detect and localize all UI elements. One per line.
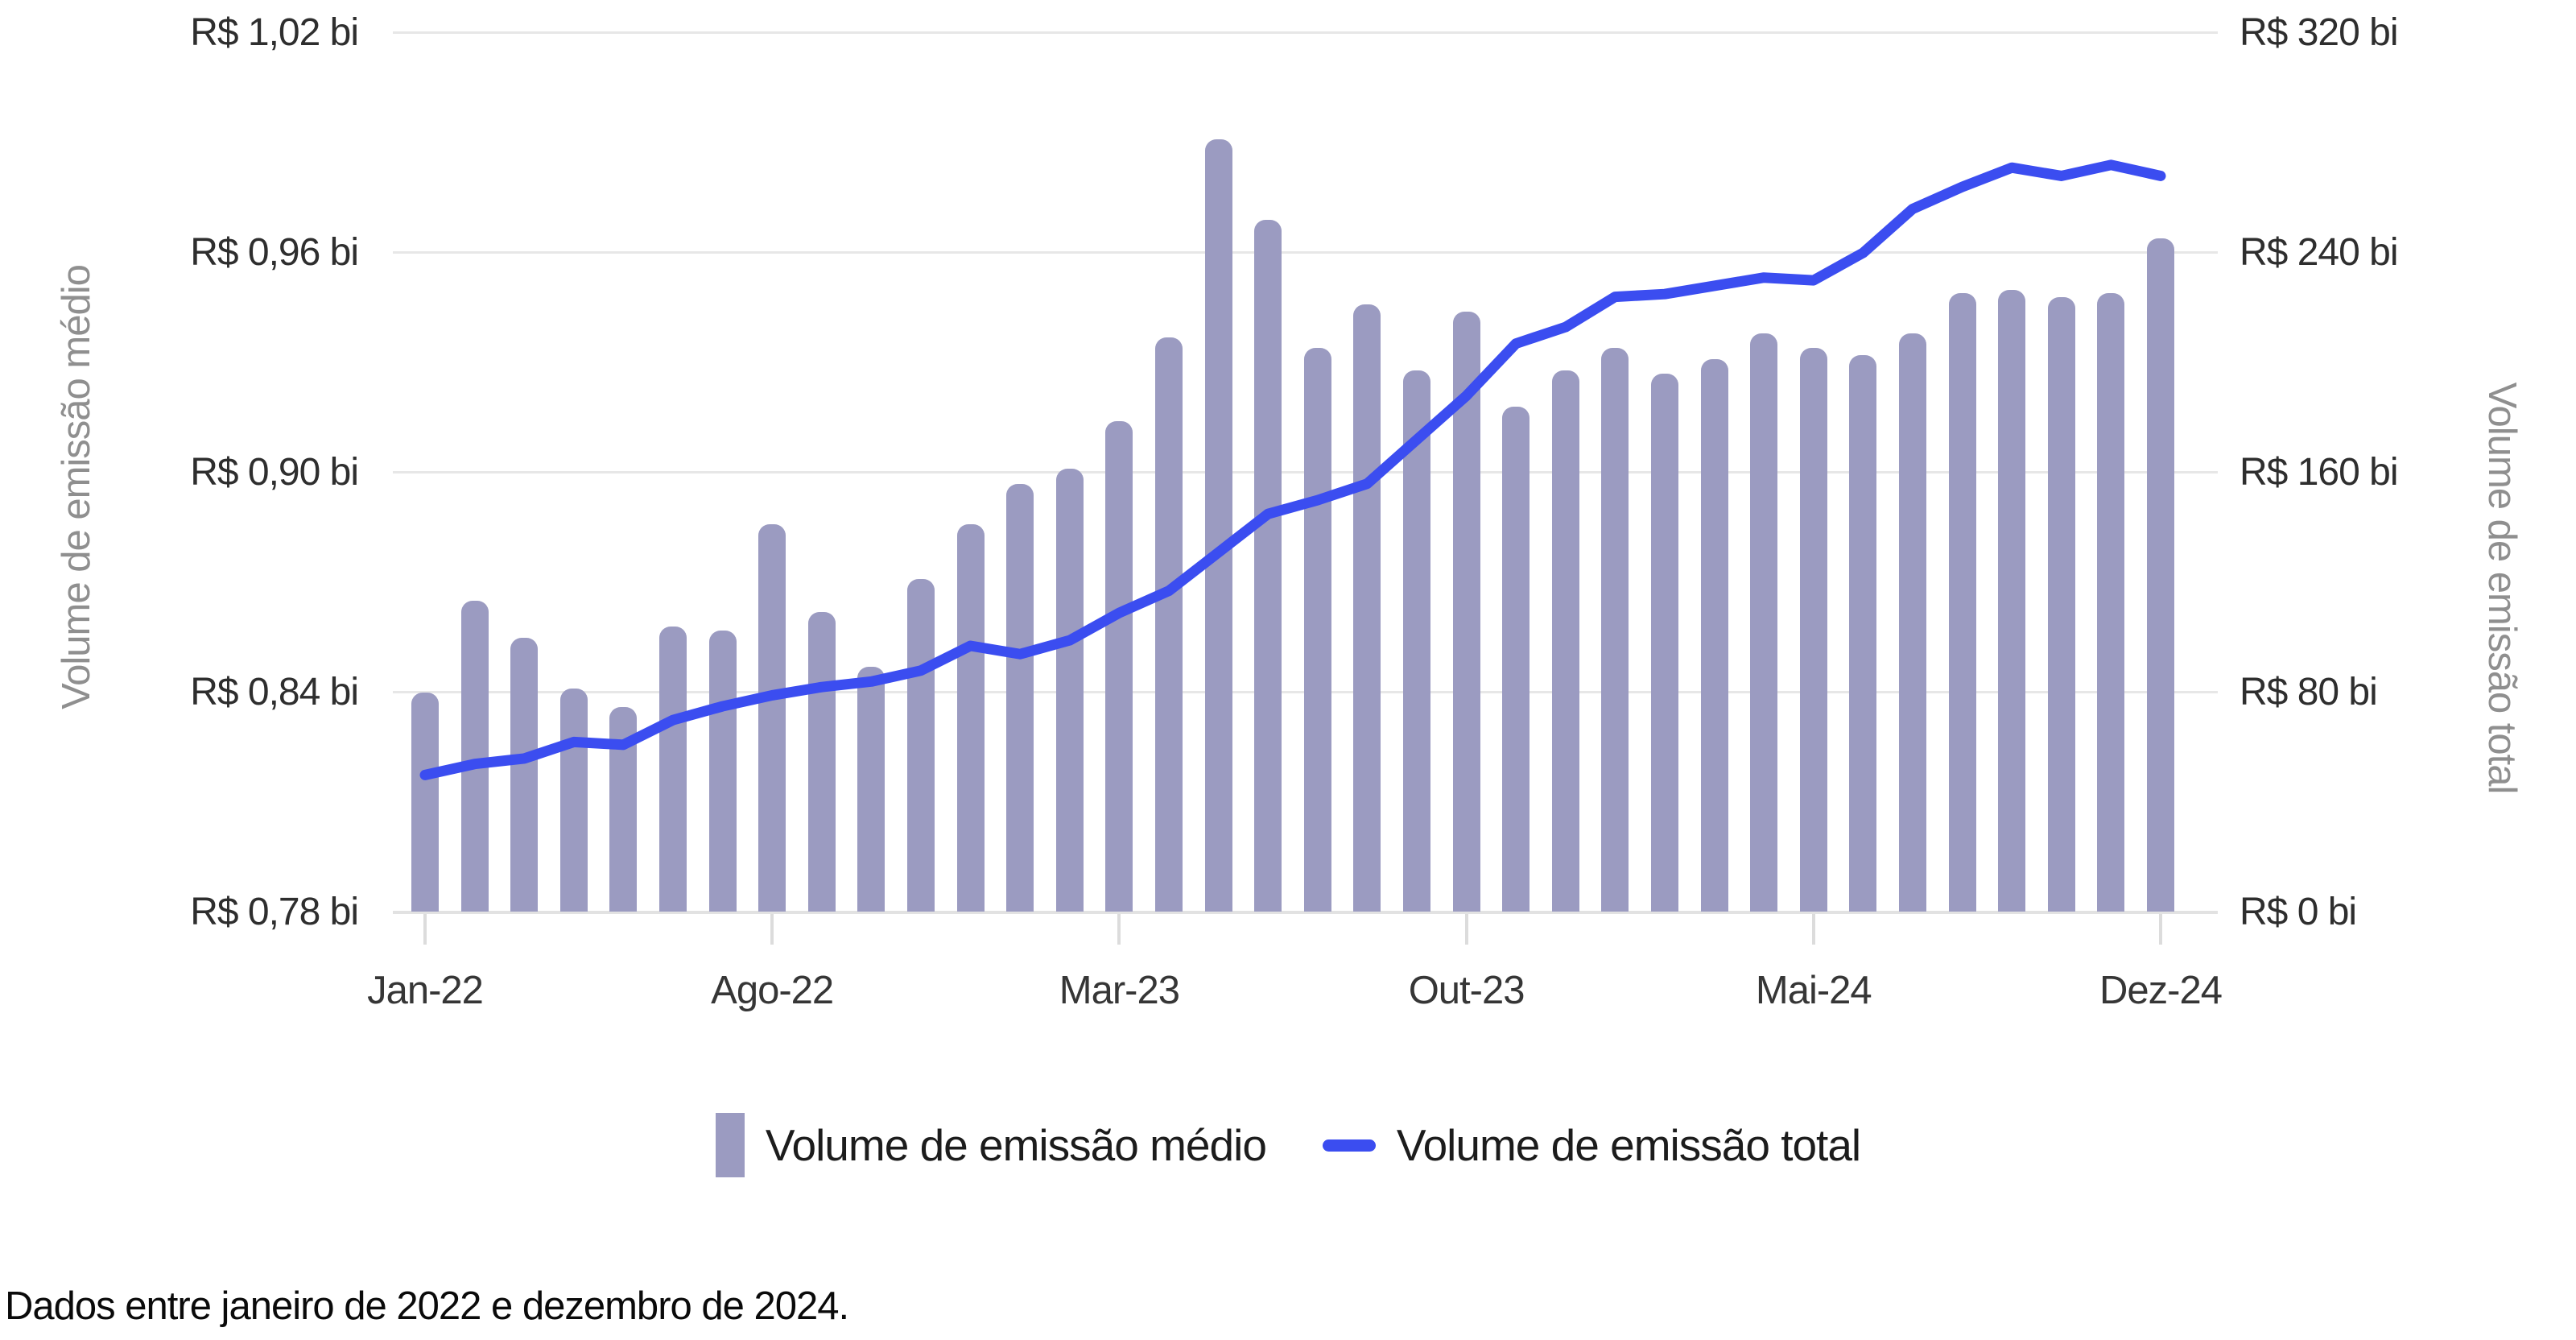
x-axis-tick-mark	[1811, 914, 1815, 945]
line-series-volume-total	[419, 159, 2166, 780]
right-axis-tick-label: R$ 0 bi	[2240, 891, 2357, 933]
bar-Nov-24	[2097, 293, 2125, 912]
bar-swatch-icon	[715, 1113, 745, 1177]
x-axis-line	[393, 911, 2218, 914]
bar-Mai-23	[1204, 139, 1232, 912]
bar-Jun-24	[1849, 355, 1877, 912]
bar-Abr-23	[1155, 337, 1183, 912]
left-axis-tick-label: R$ 0,84 bi	[190, 671, 359, 713]
x-axis-tick-mark	[1464, 914, 1468, 945]
bar-Abr-22	[559, 689, 588, 912]
bar-Jan-24	[1601, 348, 1629, 912]
x-axis-tick-label: Out-23	[1408, 969, 1525, 1012]
legend: Volume de emissão médio Volume de emissã…	[0, 1113, 2576, 1177]
bar-Dez-22	[956, 523, 985, 912]
right-axis-tick-label: R$ 240 bi	[2240, 231, 2398, 274]
footnote: Dados entre janeiro de 2022 e dezembro d…	[5, 1284, 849, 1328]
bar-Dez-23	[1551, 370, 1579, 912]
bar-Mai-24	[1799, 348, 1827, 912]
x-axis-tick-label: Jan-22	[367, 969, 484, 1012]
legend-item-volume-total: Volume de emissão total	[1322, 1119, 1861, 1171]
left-axis-tick-label: R$ 0,78 bi	[190, 891, 359, 933]
x-axis-tick-mark	[2159, 914, 2162, 945]
bar-Ago-24	[1948, 293, 1976, 912]
bar-Mar-24	[1700, 358, 1728, 912]
bar-Nov-23	[1502, 407, 1530, 912]
right-axis-tick-label: R$ 80 bi	[2240, 671, 2378, 713]
x-axis-tick-mark	[1117, 914, 1121, 945]
x-axis-tick-label: Dez-24	[2099, 969, 2223, 1012]
bar-Jul-23	[1303, 348, 1331, 912]
bar-Jul-22	[708, 630, 737, 912]
bar-Jul-24	[1899, 333, 1926, 912]
bar-Jan-23	[1006, 483, 1034, 912]
bar-Ago-22	[758, 523, 786, 912]
bar-Out-24	[2047, 296, 2075, 912]
left-axis-title: Volume de emissão médio	[55, 265, 98, 709]
x-axis-tick-mark	[423, 914, 427, 945]
right-axis-title: Volume de emissão total	[2480, 382, 2524, 794]
bar-Jun-22	[659, 627, 687, 912]
bar-Set-22	[807, 611, 836, 912]
x-axis-tick-label: Ago-22	[711, 969, 834, 1012]
left-axis-tick-label: R$ 0,90 bi	[190, 451, 359, 494]
bar-Fev-22	[460, 601, 489, 912]
bar-Dez-24	[2147, 238, 2174, 912]
bar-Mar-23	[1105, 421, 1133, 912]
legend-item-volume-medio: Volume de emissão médio	[715, 1113, 1267, 1177]
line-swatch-icon	[1322, 1139, 1376, 1152]
bar-Mar-22	[510, 637, 539, 912]
left-axis-tick-label: R$ 0,96 bi	[190, 231, 359, 274]
bar-Nov-22	[907, 578, 935, 912]
bar-Jun-23	[1254, 220, 1282, 912]
x-axis-tick-label: Mar-23	[1059, 969, 1180, 1012]
legend-label-volume-medio: Volume de emissão médio	[765, 1120, 1267, 1170]
bar-Jan-22	[411, 693, 439, 912]
bar-Ago-23	[1353, 304, 1381, 912]
bar-Fev-24	[1651, 374, 1678, 912]
bar-Abr-24	[1750, 333, 1778, 912]
right-axis-tick-label: R$ 320 bi	[2240, 11, 2398, 54]
legend-label-volume-total: Volume de emissão total	[1396, 1120, 1861, 1170]
bar-Fev-23	[1055, 469, 1084, 912]
gridline	[393, 31, 2218, 34]
x-axis-tick-label: Mai-24	[1755, 969, 1872, 1012]
left-axis-tick-label: R$ 1,02 bi	[190, 11, 359, 54]
bar-Set-24	[1998, 289, 2026, 912]
x-axis-tick-mark	[770, 914, 774, 945]
right-axis-tick-label: R$ 160 bi	[2240, 451, 2398, 494]
bar-Out-22	[857, 667, 886, 912]
bar-Set-23	[1403, 370, 1430, 912]
gridline	[393, 251, 2218, 254]
bar-Out-23	[1452, 311, 1480, 912]
